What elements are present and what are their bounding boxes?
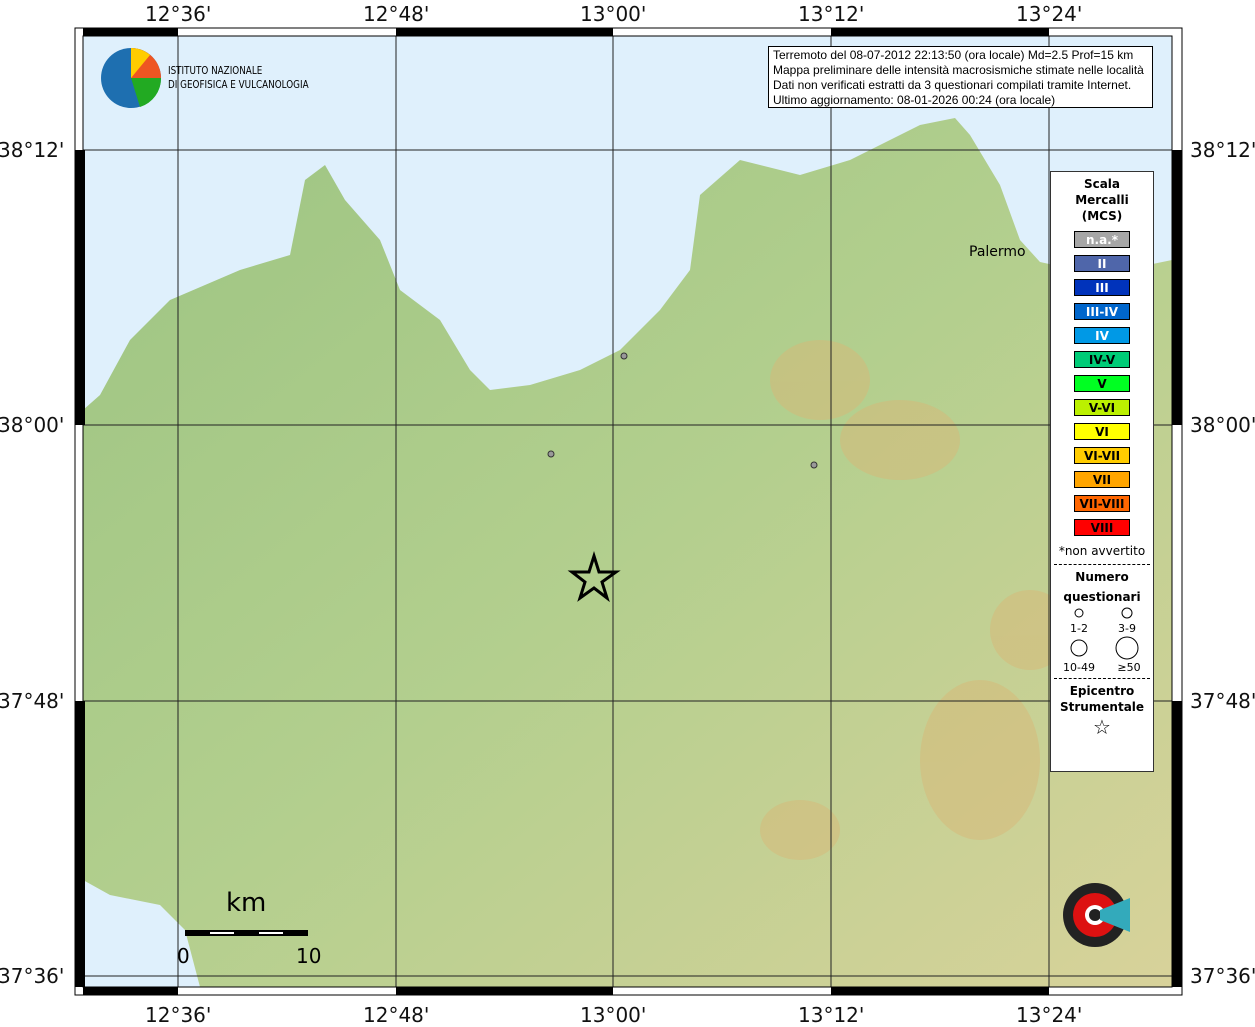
count-symbols: 1-2 3-9 10-49 ≥50	[1063, 607, 1141, 674]
divider	[1054, 678, 1150, 679]
t: Scala	[1083, 177, 1121, 191]
logo-line: ISTITUTO NAZIONALE	[168, 64, 263, 77]
lon-tick-label: 12°36'	[145, 2, 212, 26]
frame-segment	[1172, 150, 1182, 425]
ingv-logo-icon	[101, 48, 162, 108]
legend-title: Scala Mercalli (MCS)	[1051, 176, 1153, 224]
place-label: Palermo	[969, 244, 1026, 260]
event-info-box: Terremoto del 08-07-2012 22:13:50 (ora l…	[768, 46, 1153, 108]
legend-swatch: n.a.*	[1074, 231, 1130, 248]
lat-tick-label: 38°00'	[1190, 413, 1255, 437]
lat-tick-label: 38°12'	[1190, 138, 1255, 162]
logo-line: DI GEOFISICA E VULCANOLOGIA	[168, 78, 309, 91]
t: questionari	[1063, 590, 1141, 604]
epicenter-star-icon	[567, 550, 621, 603]
count-label: ≥50	[1117, 661, 1140, 674]
lat-tick-label: 38°00'	[0, 413, 65, 437]
frame-segment	[75, 150, 85, 425]
scale-unit: km	[226, 888, 267, 918]
frame-segment	[83, 28, 178, 36]
frame-segment	[83, 987, 178, 995]
legend-swatch: VII	[1074, 471, 1130, 488]
lon-tick-label: 13°00'	[580, 2, 647, 26]
legend-swatch: VIII	[1074, 519, 1130, 536]
info-line: Mappa preliminare delle intensità macros…	[773, 63, 1144, 77]
scale-bar	[185, 930, 308, 936]
t: Epicentro	[1069, 684, 1135, 698]
legend-swatch: IV-V	[1074, 351, 1130, 368]
lon-tick-label: 12°48'	[363, 2, 430, 26]
count-label: 3-9	[1118, 622, 1136, 635]
frame-segment	[75, 701, 85, 987]
epi-title: Epicentro Strumentale	[1051, 683, 1153, 715]
count-label: 1-2	[1070, 622, 1088, 635]
t: (MCS)	[1081, 209, 1123, 223]
hsit-logo-icon	[1063, 883, 1130, 947]
land	[83, 118, 1172, 987]
t: Numero	[1075, 570, 1129, 584]
frame-segment	[831, 987, 1049, 995]
legend-swatch: III-IV	[1074, 303, 1130, 320]
frame-segment	[1172, 701, 1182, 987]
info-line: Ultimo aggiornamento: 08-01-2026 00:24 (…	[773, 93, 1056, 107]
lon-tick-label: 13°00'	[580, 1003, 647, 1027]
star-icon: ☆	[1093, 715, 1111, 739]
lat-tick-label: 38°12'	[0, 138, 65, 162]
info-line: Dati non verificati estratti da 3 questi…	[773, 78, 1132, 92]
count-title: Numero questionari	[1051, 569, 1153, 605]
frame-segment	[396, 987, 613, 995]
lon-tick-label: 12°36'	[145, 1003, 212, 1027]
info-line: Terremoto del 08-07-2012 22:13:50 (ora l…	[773, 48, 1134, 62]
lon-tick-label: 13°12'	[798, 1003, 865, 1027]
lat-tick-label: 37°48'	[1190, 689, 1255, 713]
divider	[1054, 564, 1150, 565]
lon-tick-label: 13°24'	[1016, 1003, 1083, 1027]
lon-tick-label: 13°12'	[798, 2, 865, 26]
legend-swatch: V	[1074, 375, 1130, 392]
legend-swatch: VII-VIII	[1074, 495, 1130, 512]
legend-swatch: IV	[1074, 327, 1130, 344]
legend-swatch: VI	[1074, 423, 1130, 440]
lat-tick-label: 37°36'	[0, 964, 65, 988]
legend-note: *non avvertito	[1058, 544, 1146, 558]
scale-min: 0	[177, 944, 190, 968]
scale-max: 10	[296, 944, 322, 968]
legend-swatch: II	[1074, 255, 1130, 272]
lat-tick-label: 37°48'	[0, 689, 65, 713]
frame-segment	[831, 28, 1049, 36]
legend: Scala Mercalli (MCS) n.a.* II III III-IV IV I…	[1050, 171, 1154, 772]
lat-tick-label: 37°36'	[1190, 964, 1255, 988]
ingv-logo-text: ISTITUTO NAZIONALE DI GEOFISICA E VULCAN…	[168, 64, 309, 92]
t: Strumentale	[1059, 700, 1145, 714]
lon-tick-label: 13°24'	[1016, 2, 1083, 26]
t: Mercalli	[1075, 193, 1129, 207]
legend-swatch: III	[1074, 279, 1130, 296]
legend-swatch: V-VI	[1074, 399, 1130, 416]
frame-segment	[396, 28, 613, 36]
count-label: 10-49	[1063, 661, 1095, 674]
lon-tick-label: 12°48'	[363, 1003, 430, 1027]
relief	[760, 340, 1070, 860]
legend-swatch: VI-VII	[1074, 447, 1130, 464]
